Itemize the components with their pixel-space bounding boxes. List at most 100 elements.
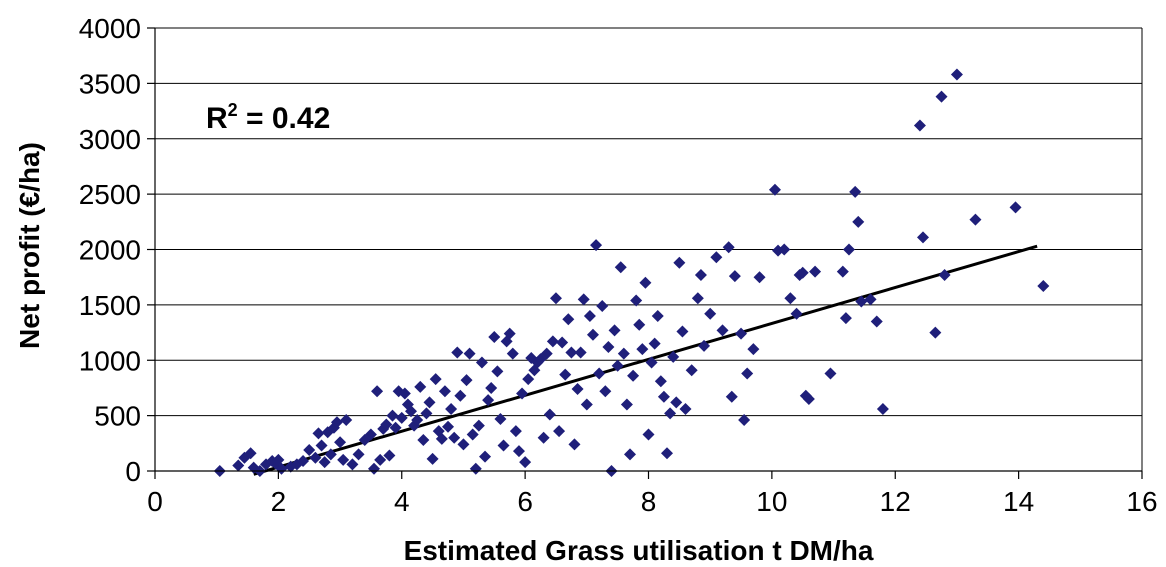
data-point: [537, 431, 550, 444]
data-point: [503, 327, 516, 340]
data-point: [297, 455, 310, 468]
data-point: [778, 243, 791, 256]
data-point: [383, 449, 396, 462]
axes: [147, 27, 1143, 479]
data-point: [445, 402, 458, 415]
y-tick-label: 3500: [79, 68, 141, 99]
y-axis-title: Net profit (€/ha): [14, 142, 45, 349]
x-tick-label: 16: [1126, 486, 1157, 517]
data-point: [426, 452, 439, 465]
data-point: [346, 458, 359, 471]
data-point: [583, 309, 596, 322]
data-point: [395, 411, 408, 424]
x-axis-title: Estimated Grass utilisation t DM/ha: [404, 535, 874, 566]
data-point: [790, 307, 803, 320]
gridlines: [155, 27, 1142, 417]
y-tick-label: 1500: [79, 290, 141, 321]
r-squared-prefix: R: [206, 102, 228, 135]
x-tick-label: 12: [880, 486, 911, 517]
data-point: [722, 241, 735, 254]
data-point: [398, 387, 411, 400]
data-point: [500, 335, 513, 348]
data-point: [716, 324, 729, 337]
data-point: [839, 312, 852, 325]
data-point: [586, 328, 599, 341]
data-point: [728, 270, 741, 283]
data-point: [315, 439, 328, 452]
data-point: [574, 346, 587, 359]
data-point: [590, 239, 603, 252]
data-point: [330, 416, 343, 429]
y-tick-label: 2000: [79, 235, 141, 266]
data-point: [608, 324, 621, 337]
x-tick-label: 10: [756, 486, 787, 517]
data-point: [417, 433, 430, 446]
data-point: [802, 393, 815, 406]
data-point: [929, 326, 942, 339]
data-point: [451, 346, 464, 359]
data-point: [870, 315, 883, 328]
data-point: [577, 293, 590, 306]
x-tick-label: 6: [517, 486, 533, 517]
data-point: [913, 119, 926, 132]
data-point: [420, 407, 433, 420]
data-point: [429, 373, 442, 386]
data-point: [667, 350, 680, 363]
data-point: [651, 309, 664, 322]
data-point: [411, 414, 424, 427]
r-squared-superscript: 2: [228, 100, 238, 120]
data-point: [617, 347, 630, 360]
data-point: [516, 387, 529, 400]
data-point: [842, 243, 855, 256]
data-point: [710, 251, 723, 264]
data-point: [371, 385, 384, 398]
data-point: [670, 396, 683, 409]
data-point: [244, 447, 257, 460]
data-point: [324, 448, 337, 461]
x-tick-label: 14: [1003, 486, 1034, 517]
data-point: [438, 385, 451, 398]
data-point: [519, 456, 532, 469]
r-squared-value: = 0.42: [238, 102, 331, 135]
data-point: [657, 390, 670, 403]
data-point: [568, 438, 581, 451]
data-point: [824, 367, 837, 380]
data-point: [318, 456, 331, 469]
data-point: [352, 448, 365, 461]
data-point: [627, 369, 640, 382]
data-point: [463, 347, 476, 360]
data-point: [494, 412, 507, 425]
data-point: [309, 451, 322, 464]
data-point: [796, 266, 809, 279]
data-point: [386, 409, 399, 422]
data-point: [735, 327, 748, 340]
data-point: [1009, 201, 1022, 214]
data-point: [374, 453, 387, 466]
data-point: [497, 439, 510, 452]
data-point: [741, 367, 754, 380]
data-point: [506, 347, 519, 360]
data-point: [630, 294, 643, 307]
data-point: [864, 293, 877, 306]
y-tick-label: 4000: [79, 13, 141, 44]
x-tick-label: 4: [394, 486, 410, 517]
data-point: [673, 256, 686, 269]
data-point: [454, 389, 467, 402]
data-point: [611, 359, 624, 372]
data-point: [460, 374, 473, 387]
data-point: [747, 343, 760, 356]
data-point: [364, 428, 377, 441]
data-point: [485, 381, 498, 394]
data-point: [704, 307, 717, 320]
data-point: [753, 271, 766, 284]
data-point: [623, 448, 636, 461]
data-point: [664, 407, 677, 420]
data-point: [1037, 280, 1050, 293]
data-point: [482, 394, 495, 407]
y-tick-label: 0: [125, 456, 141, 487]
data-point: [367, 462, 380, 475]
data-point: [389, 421, 402, 434]
data-point: [849, 185, 862, 198]
data-point: [556, 336, 569, 349]
